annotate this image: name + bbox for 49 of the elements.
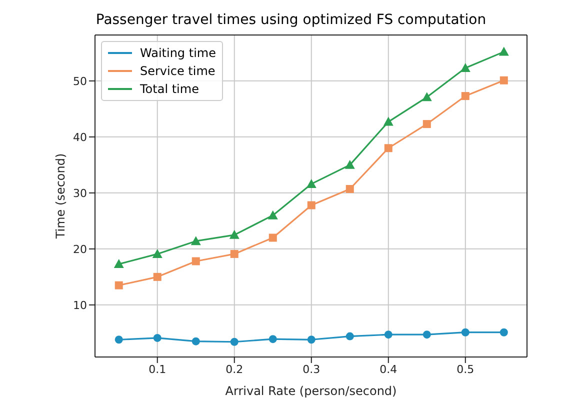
point (461, 328, 470, 336)
point (461, 92, 470, 100)
x-axis-title: Arrival Rate (person/second) (225, 384, 397, 398)
point (152, 248, 162, 258)
point (422, 120, 431, 128)
y-axis-title: Time (second) (53, 153, 68, 240)
point (268, 234, 277, 242)
point (114, 259, 124, 268)
point (346, 185, 354, 193)
point (422, 330, 431, 339)
legend-label: Service time (140, 63, 216, 80)
chart-title: Passenger travel times using optimized FS computation (94, 12, 488, 28)
point (498, 46, 509, 56)
point (422, 92, 432, 102)
x-tick-label: 0.3 (302, 362, 320, 376)
point (383, 116, 394, 126)
y-tick-label: 20 (73, 242, 87, 256)
legend-label: Waiting time (140, 45, 216, 62)
point (306, 178, 316, 188)
point (500, 328, 508, 336)
point (114, 336, 123, 344)
legend-label: Total time (140, 81, 199, 98)
point (384, 144, 392, 152)
y-tick-label: 30 (73, 186, 87, 200)
point (268, 335, 277, 344)
point (307, 201, 316, 210)
point (384, 330, 392, 339)
point (192, 337, 200, 346)
y-tick-label: 40 (73, 130, 87, 144)
point (153, 334, 162, 342)
y-tick-label: 10 (73, 298, 87, 312)
point (153, 272, 162, 281)
point (500, 76, 508, 84)
y-tick-label: 50 (73, 74, 87, 88)
x-tick-label: 0.4 (380, 362, 398, 376)
x-tick-label: 0.1 (148, 362, 166, 376)
point (190, 236, 201, 246)
x-tick-label: 0.5 (456, 362, 474, 376)
point (460, 63, 470, 72)
point (230, 250, 238, 258)
point (268, 210, 278, 220)
point (114, 281, 123, 290)
point (192, 257, 200, 266)
point (344, 160, 355, 169)
x-tick-label: 0.2 (226, 362, 244, 376)
point (229, 230, 240, 239)
point (346, 332, 354, 340)
point (307, 336, 316, 344)
point (230, 338, 238, 346)
